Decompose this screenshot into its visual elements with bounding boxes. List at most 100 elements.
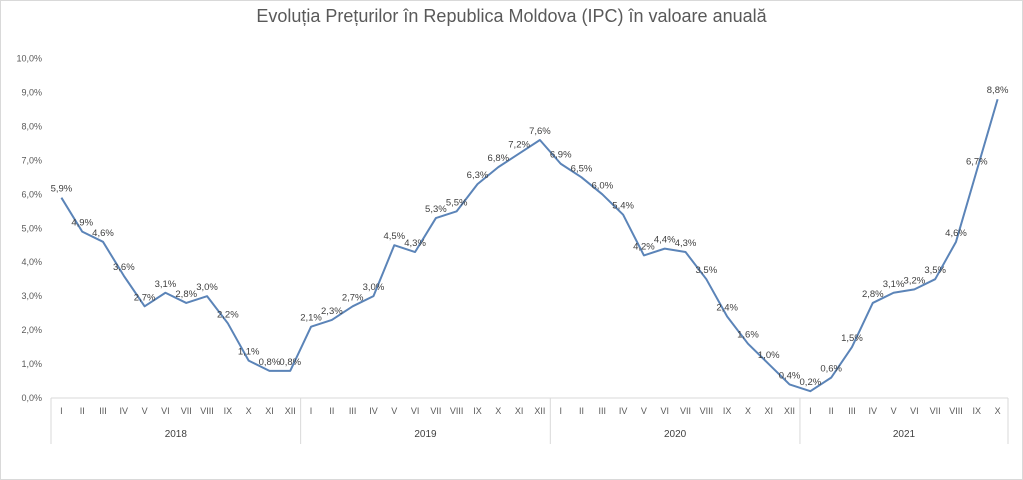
x-tick-label: VII [181,406,192,416]
data-label: 3,5% [696,265,718,276]
y-tick-label: 10,0% [16,54,42,64]
x-tick-label: IX [473,406,482,416]
x-tick-label: XII [784,406,795,416]
data-label: 4,6% [92,228,114,239]
x-tick-label: II [829,406,834,416]
data-label: 5,4% [612,201,634,212]
data-label: 1,0% [758,350,780,361]
data-label: 4,3% [675,238,697,249]
x-tick-label: VIII [700,406,714,416]
data-label: 3,0% [196,282,218,293]
data-label: 2,3% [321,306,343,317]
data-label: 8,8% [987,85,1009,96]
data-label: 7,2% [508,140,530,151]
data-label: 3,1% [155,279,177,290]
data-label: 1,1% [238,347,260,358]
data-label: 3,6% [113,262,135,273]
x-tick-label: I [559,406,562,416]
x-tick-label: VI [161,406,170,416]
x-tick-label: III [599,406,607,416]
data-label: 4,9% [71,218,93,229]
y-tick-label: 0,0% [21,393,42,403]
x-tick-label: VI [910,406,919,416]
x-group-label-2018: 2018 [165,429,188,440]
y-tick-label: 8,0% [21,121,42,131]
data-label: 0,6% [820,364,842,375]
x-tick-label: I [60,406,63,416]
x-tick-label: VII [430,406,441,416]
x-tick-label: VII [930,406,941,416]
data-label: 5,5% [446,197,468,208]
data-label: 6,5% [571,163,593,174]
y-tick-label: 4,0% [21,257,42,267]
x-tick-label: IV [120,406,129,416]
y-tick-label: 2,0% [21,325,42,335]
x-tick-label: IV [619,406,628,416]
data-label: 3,1% [883,279,905,290]
x-tick-label: IX [973,406,982,416]
y-tick-label: 3,0% [21,291,42,301]
data-label: 2,1% [300,313,322,324]
x-tick-label: VIII [200,406,214,416]
x-tick-label: VIII [450,406,464,416]
x-tick-label: XI [764,406,773,416]
data-label: 5,9% [51,184,73,195]
x-tick-label: XII [285,406,296,416]
x-tick-label: VI [660,406,669,416]
data-label: 2,2% [217,309,239,320]
data-label: 2,8% [175,289,197,300]
x-tick-label: XII [534,406,545,416]
data-label: 3,5% [924,265,946,276]
data-label: 4,6% [945,228,967,239]
data-label: 3,2% [904,275,926,286]
y-tick-label: 7,0% [21,155,42,165]
x-tick-label: X [995,406,1001,416]
x-tick-label: IX [723,406,732,416]
x-group-label-2019: 2019 [414,429,437,440]
x-tick-label: VI [411,406,420,416]
data-label: 2,7% [134,292,156,303]
data-label: 2,7% [342,292,364,303]
data-label: 2,8% [862,289,884,300]
data-label: 6,7% [966,157,988,168]
y-tick-label: 1,0% [21,359,42,369]
x-tick-label: I [809,406,812,416]
data-label: 1,5% [841,333,863,344]
chart-title: Evoluția Prețurilor în Republica Moldova… [256,6,767,26]
x-tick-label: XI [265,406,274,416]
x-tick-label: II [80,406,85,416]
x-tick-label: V [641,406,647,416]
data-label: 5,3% [425,204,447,215]
x-tick-label: V [391,406,397,416]
x-group-label-2021: 2021 [893,429,916,440]
y-tick-label: 5,0% [21,223,42,233]
x-tick-label: X [246,406,252,416]
y-tick-label: 6,0% [21,189,42,199]
x-tick-label: IV [869,406,878,416]
x-tick-label: VII [680,406,691,416]
x-tick-label: X [495,406,501,416]
x-tick-label: V [142,406,148,416]
x-tick-label: II [579,406,584,416]
series-line [60,98,999,393]
y-tick-label: 9,0% [21,87,42,97]
data-label: 6,8% [487,153,509,164]
data-label: 2,4% [716,303,738,314]
data-label: 0,4% [779,370,801,381]
data-label: 4,5% [383,231,405,242]
data-label: 3,0% [363,282,385,293]
x-tick-label: III [848,406,856,416]
x-tick-label: II [329,406,334,416]
x-tick-label: VIII [949,406,963,416]
x-tick-label: III [349,406,357,416]
data-label: 4,4% [654,235,676,246]
data-label: 1,6% [737,330,759,341]
data-label: 4,2% [633,241,655,252]
x-tick-label: X [745,406,751,416]
x-tick-label: IX [224,406,233,416]
data-label: 6,9% [550,150,572,161]
data-label: 7,6% [529,126,551,137]
data-label: 0,8% [279,357,301,368]
